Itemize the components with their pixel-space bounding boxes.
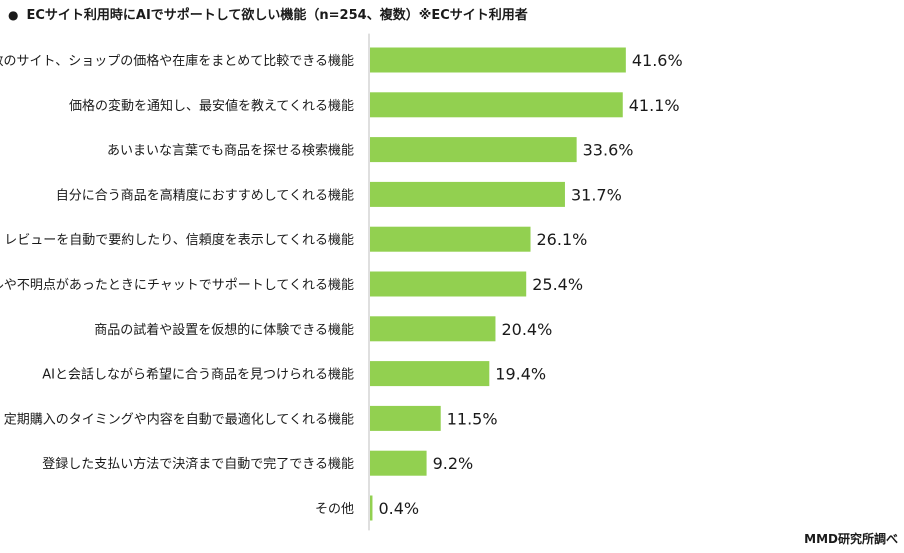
title-bullet: ●	[8, 8, 19, 22]
category-label: その他	[315, 502, 354, 517]
bar	[370, 450, 427, 476]
bar	[370, 361, 490, 387]
bar	[370, 405, 441, 431]
bar	[370, 495, 373, 521]
bar	[370, 271, 527, 297]
data-label: 0.4%	[378, 499, 419, 518]
data-label: 20.4%	[501, 320, 552, 339]
bar	[370, 47, 626, 73]
bar	[370, 226, 531, 252]
data-label: 41.6%	[632, 51, 683, 70]
title-text: ECサイト利用時にAIでサポートして欲しい機能（n=254、複数）※ECサイト利…	[26, 8, 528, 23]
category-label: 価格の変動を通知し、最安値を教えてくれる機能	[69, 98, 354, 114]
chart-title: ● ECサイト利用時にAIでサポートして欲しい機能（n=254、複数）※ECサイト…	[8, 4, 528, 26]
bar	[370, 181, 565, 207]
data-label: 41.1%	[629, 96, 680, 115]
category-label: あいまいな言葉でも商品を探せる検索機能	[107, 144, 354, 159]
category-label: 商品の試着や設置を仮想的に体験できる機能	[94, 322, 354, 338]
category-label: 複数のサイト、ショップの価格や在庫をまとめて比較できる機能	[0, 53, 354, 69]
category-label: 定期購入のタイミングや内容を自動で最適化してくれる機能	[4, 411, 354, 427]
bar	[370, 137, 577, 163]
category-label: 自分に合う商品を高精度におすすめしてくれる機能	[56, 187, 354, 203]
source-credit: MMD研究所調べ	[804, 532, 898, 546]
data-label: 26.1%	[537, 230, 588, 249]
bar	[370, 92, 623, 118]
category-label: レビューを自動で要約したり、信頼度を表示してくれる機能	[4, 232, 354, 248]
category-label: 登録した支払い方法で決済まで自動で完了できる機能	[42, 456, 354, 472]
data-label: 11.5%	[447, 409, 498, 428]
data-label: 9.2%	[433, 454, 474, 473]
data-label: 25.4%	[532, 275, 583, 294]
data-label: 31.7%	[571, 185, 622, 204]
bar	[370, 316, 496, 342]
data-label: 19.4%	[495, 365, 546, 384]
category-label: AIと会話しながら希望に合う商品を見つけられる機能	[42, 367, 354, 383]
data-label: 33.6%	[583, 141, 634, 160]
category-label: トラブルや不明点があったときにチャットでサポートしてくれる機能	[0, 277, 354, 293]
